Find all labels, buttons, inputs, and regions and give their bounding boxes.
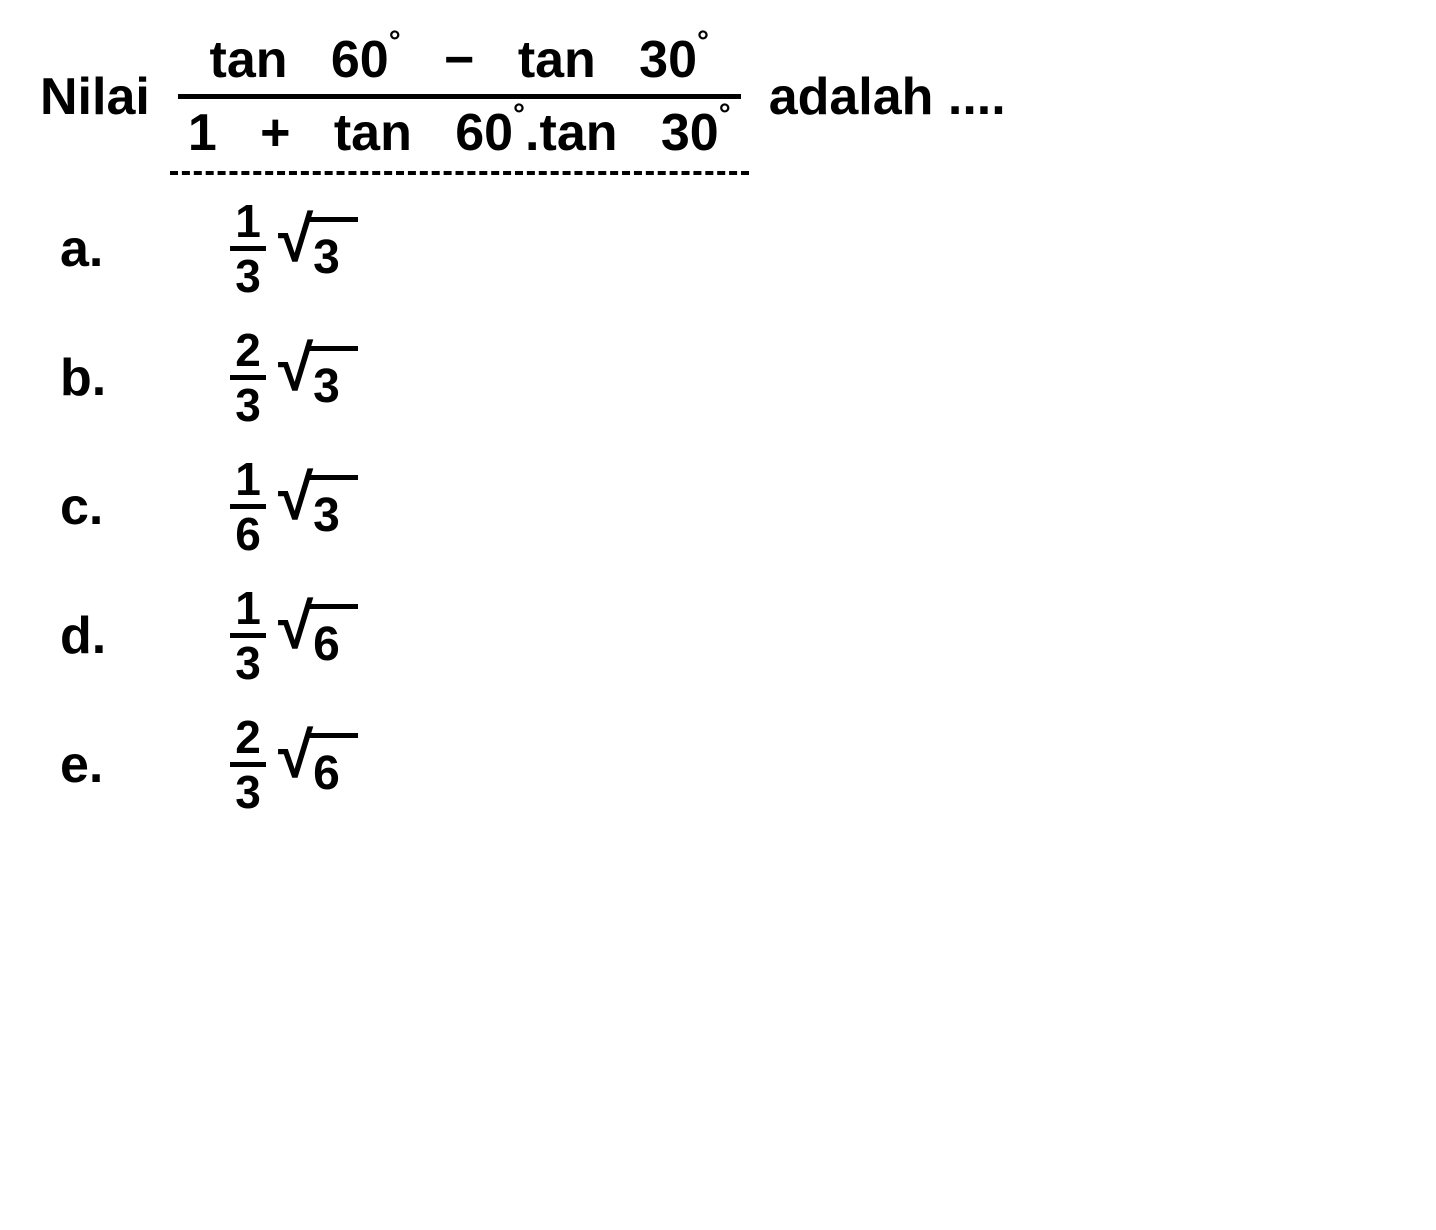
option-value: 1 3 √ 3 bbox=[230, 198, 358, 299]
option-row: a. 1 3 √ 3 bbox=[60, 198, 1396, 299]
option-frac-num: 1 bbox=[235, 456, 261, 504]
option-letter: e. bbox=[60, 735, 230, 795]
sqrt-icon: √ bbox=[278, 727, 313, 785]
option-sqrt: √ 3 bbox=[278, 471, 358, 543]
fraction-numerator: tan 60° − tan 30° bbox=[200, 30, 720, 94]
option-fraction: 1 6 bbox=[230, 456, 266, 557]
option-row: b. 2 3 √ 3 bbox=[60, 327, 1396, 428]
option-fraction: 1 3 bbox=[230, 585, 266, 686]
option-frac-den: 6 bbox=[230, 504, 266, 557]
option-sqrt: √ 3 bbox=[278, 213, 358, 285]
option-row: d. 1 3 √ 6 bbox=[60, 585, 1396, 686]
option-letter: a. bbox=[60, 219, 230, 279]
option-frac-num: 2 bbox=[235, 327, 261, 375]
option-frac-num: 1 bbox=[235, 198, 261, 246]
option-radicand: 6 bbox=[307, 604, 358, 672]
option-radicand: 3 bbox=[307, 475, 358, 543]
sqrt-icon: √ bbox=[278, 598, 313, 656]
option-row: e. 2 3 √ 6 bbox=[60, 714, 1396, 815]
options-container: a. 1 3 √ 3 b. 2 3 √ 3 c. bbox=[40, 198, 1396, 815]
main-fraction: tan 60° − tan 30° 1 + tan 60°.tan bbox=[170, 30, 749, 163]
dashed-underline bbox=[170, 171, 749, 175]
den-dot: . bbox=[525, 104, 539, 162]
option-frac-num: 1 bbox=[235, 585, 261, 633]
sqrt-icon: √ bbox=[278, 469, 313, 527]
option-letter: c. bbox=[60, 477, 230, 537]
option-sqrt: √ 6 bbox=[278, 600, 358, 672]
den-right-fn: tan bbox=[540, 104, 618, 162]
den-right-angle: 30 bbox=[661, 104, 719, 162]
option-frac-num: 2 bbox=[235, 714, 261, 762]
num-left-deg: ° bbox=[389, 25, 401, 58]
option-sqrt: √ 3 bbox=[278, 342, 358, 414]
option-fraction: 2 3 bbox=[230, 714, 266, 815]
option-value: 2 3 √ 6 bbox=[230, 714, 358, 815]
option-value: 1 3 √ 6 bbox=[230, 585, 358, 686]
option-radicand: 6 bbox=[307, 733, 358, 801]
option-radicand: 3 bbox=[307, 346, 358, 414]
option-fraction: 1 3 bbox=[230, 198, 266, 299]
option-sqrt: √ 6 bbox=[278, 729, 358, 801]
num-right-fn: tan bbox=[518, 31, 596, 89]
option-fraction: 2 3 bbox=[230, 327, 266, 428]
question-line: Nilai tan 60° − tan 30° 1 + tan bbox=[40, 30, 1396, 163]
sqrt-icon: √ bbox=[278, 211, 313, 269]
option-letter: b. bbox=[60, 348, 230, 408]
option-row: c. 1 6 √ 3 bbox=[60, 456, 1396, 557]
den-left-deg: ° bbox=[513, 98, 525, 131]
num-right-angle: 30 bbox=[639, 31, 697, 89]
question-suffix: adalah .... bbox=[769, 67, 1006, 127]
option-value: 1 6 √ 3 bbox=[230, 456, 358, 557]
option-letter: d. bbox=[60, 606, 230, 666]
option-frac-den: 3 bbox=[230, 246, 266, 299]
den-plus: + bbox=[260, 104, 290, 162]
num-left-angle: 60 bbox=[331, 31, 389, 89]
sqrt-icon: √ bbox=[278, 340, 313, 398]
question-prefix: Nilai bbox=[40, 67, 150, 127]
fraction-denominator: 1 + tan 60°.tan 30° bbox=[178, 94, 741, 163]
option-radicand: 3 bbox=[307, 217, 358, 285]
num-left-fn: tan bbox=[210, 31, 288, 89]
den-one: 1 bbox=[188, 104, 217, 162]
option-frac-den: 3 bbox=[230, 375, 266, 428]
den-left-angle: 60 bbox=[455, 104, 513, 162]
option-frac-den: 3 bbox=[230, 633, 266, 686]
num-right-deg: ° bbox=[697, 25, 709, 58]
option-frac-den: 3 bbox=[230, 762, 266, 815]
den-left-fn: tan bbox=[334, 104, 412, 162]
den-right-deg: ° bbox=[719, 98, 731, 131]
option-value: 2 3 √ 3 bbox=[230, 327, 358, 428]
num-op: − bbox=[444, 31, 474, 89]
